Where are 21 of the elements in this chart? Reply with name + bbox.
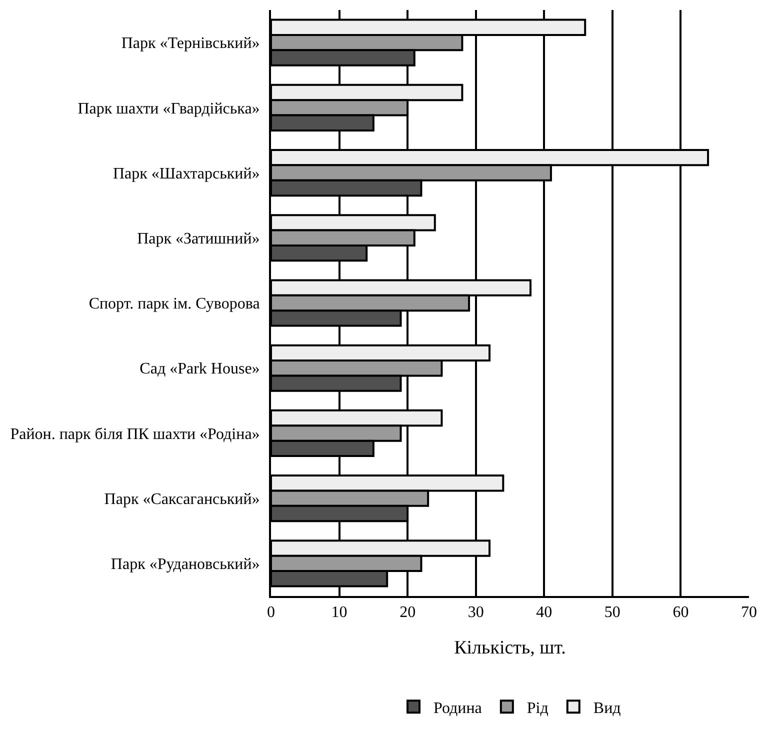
y-tick-label: Парк «Шахтарський» [112,165,260,182]
y-tick-label: Район. парк біля ПК шахти «Родіна» [10,426,260,443]
x-tick-label: 40 [536,604,552,622]
x-tick-label: 70 [741,604,757,622]
y-tick-label: Парк «Тернівський» [121,35,260,52]
x-tick-label: 10 [331,604,348,622]
x-tick-label: 0 [267,604,275,622]
legend-label: Родина [434,700,482,717]
x-tick-label: 20 [400,604,416,622]
y-tick-label: Парк «Саксаганський» [104,490,260,508]
legend-label: Рід [526,700,548,717]
x-tick-label: 50 [604,604,620,622]
y-tick-label: Парк шахти «Гвардійська» [78,100,260,118]
legend-label: Вид [593,700,621,717]
x-tick-label: 60 [672,604,689,622]
y-tick-label: Парк «Рудановський» [110,556,260,574]
y-tick-label: Спорт. парк ім. Суворова [88,296,260,313]
x-tick-label: 30 [468,604,484,622]
y-tick-label: Парк «Затишний» [137,230,260,248]
y-tick-label: Сад «Park House» [140,360,260,378]
x-axis-title: Кількість, шт. [454,638,566,658]
